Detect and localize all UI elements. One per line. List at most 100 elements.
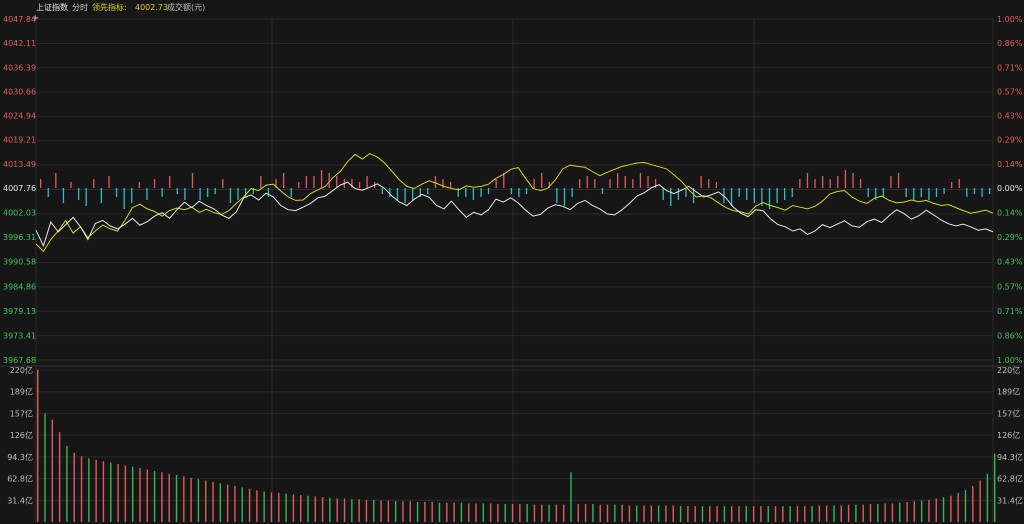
volume-tick-label: 126亿 (10, 430, 33, 440)
volume-bar (928, 499, 930, 522)
volume-bar (636, 505, 638, 522)
volume-bar (219, 483, 222, 522)
leading-bar (594, 179, 596, 188)
volume-bar (307, 495, 309, 522)
volume-bar (994, 453, 996, 522)
volume-bar (570, 472, 572, 522)
volume-bar (292, 494, 295, 522)
volume-bar (226, 484, 229, 522)
volume-bar (95, 459, 97, 522)
volume-bar (299, 495, 302, 522)
volume-bar (920, 500, 923, 522)
volume-bar (212, 481, 214, 522)
volume-bar (175, 475, 178, 522)
leading-bar (229, 188, 232, 203)
leading-bar (47, 188, 49, 197)
volume-bar (73, 452, 75, 522)
volume-bar (541, 504, 543, 522)
leading-bar (799, 179, 801, 188)
leading-bar (123, 188, 125, 209)
leading-bar (313, 176, 315, 188)
leading-bar (214, 188, 216, 194)
pct-tick-label: 0.00% (997, 184, 1023, 193)
leading-bar (746, 188, 748, 200)
volume-bar (58, 432, 61, 522)
price-tick-label: 4019.21 (3, 136, 36, 145)
price-tick-label: 4013.49 (3, 160, 36, 169)
tab-intraday[interactable]: 分时 (72, 3, 88, 12)
volume-bar (701, 506, 704, 522)
pct-tick-label: 0.14% (997, 209, 1023, 218)
leading-bar (169, 176, 171, 188)
leading-bar (518, 188, 520, 197)
volume-bar (657, 505, 660, 522)
leading-bar (677, 188, 680, 200)
volume-bar (409, 501, 411, 522)
leading-bar (776, 188, 778, 203)
volume-bar (606, 504, 609, 522)
volume-bar (650, 505, 653, 522)
volume-bar (628, 505, 631, 522)
volume-bar (329, 497, 331, 522)
volume-bar (935, 498, 937, 522)
volume-tick-label: 220亿 (997, 365, 1020, 375)
leading-bar (275, 179, 277, 188)
volume-bar (789, 506, 791, 522)
leading-bar (632, 179, 634, 188)
volume-bar (825, 505, 828, 522)
volume-bar (234, 486, 236, 522)
volume-bar (88, 458, 90, 522)
leading-bar (654, 179, 657, 188)
volume-bar (380, 500, 382, 522)
leading-bar (161, 188, 163, 197)
leading-bar (882, 188, 885, 197)
leading-bar (624, 176, 626, 188)
leading-bar (928, 188, 930, 200)
leading-bar (533, 179, 535, 188)
leading-bar (176, 188, 178, 194)
volume-tick-label: 189亿 (997, 387, 1020, 397)
volume-bar (687, 506, 689, 522)
volume-bar (774, 506, 777, 522)
leading-bar (396, 188, 399, 200)
leading-bar (298, 182, 300, 188)
leading-bar (282, 173, 285, 188)
volume-bar (263, 491, 265, 522)
volume-bar (855, 504, 857, 522)
volume-bar (716, 506, 718, 522)
volume-bar (577, 504, 579, 522)
volume-bar (519, 504, 521, 522)
volume-bar (468, 503, 470, 522)
volume-bar (190, 477, 192, 522)
volume-bar (431, 501, 433, 522)
volume-bar (153, 470, 156, 522)
leading-bar (465, 188, 467, 197)
pct-tick-label: 1.00% (997, 15, 1023, 24)
volume-bar (117, 463, 119, 522)
price-tick-label: 4047.84 (3, 15, 36, 24)
crosshair-icon[interactable]: + (31, 13, 40, 24)
leading-bar (943, 188, 945, 194)
volume-tick-label: 94.3亿 (7, 452, 33, 462)
leading-bar (85, 188, 87, 206)
pct-tick-label: 0.57% (997, 87, 1023, 96)
leading-bar (989, 188, 991, 194)
volume-bar (248, 488, 251, 522)
leading-bar (958, 179, 960, 188)
volume-tick-label: 157亿 (997, 408, 1020, 418)
leading-bar (55, 173, 57, 188)
leading-bar (138, 182, 140, 188)
leading-bar (852, 173, 854, 188)
volume-bar (731, 506, 733, 522)
index-name[interactable]: 上证指数 (36, 3, 68, 12)
leading-bar (829, 179, 831, 188)
volume-bar (424, 501, 426, 522)
leading-indicator-label: 领先指标: (92, 3, 127, 12)
leading-bar (100, 188, 103, 203)
leading-bar (131, 188, 133, 203)
price-tick-label: 4030.66 (3, 87, 36, 96)
volume-tick-label: 62.8亿 (997, 474, 1023, 484)
volume-bar (665, 505, 667, 522)
volume-bar (548, 504, 550, 522)
